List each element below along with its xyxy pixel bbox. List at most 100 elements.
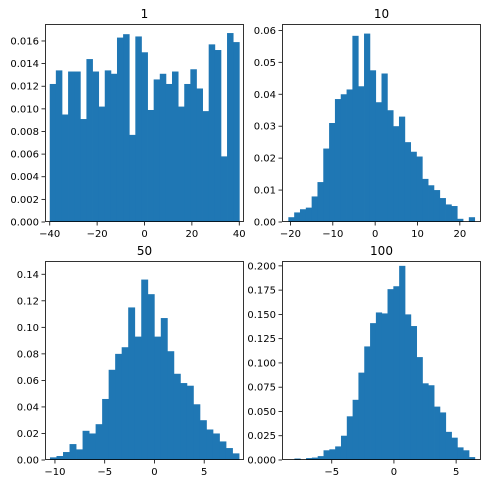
y-tick-label: 0.06: [17, 376, 39, 387]
histogram-bar: [55, 70, 63, 222]
histogram-bar: [399, 265, 406, 460]
histogram-bar: [129, 134, 136, 222]
histogram-bar: [89, 433, 97, 460]
x-tick-label: −20: [87, 229, 108, 240]
y-tick-label: 0.016: [10, 36, 39, 47]
histogram-bar: [147, 109, 155, 222]
x-tick-label: 40: [233, 229, 246, 240]
histogram-bar: [393, 126, 400, 222]
histogram-bar: [196, 88, 203, 222]
histogram-bar: [115, 353, 123, 460]
histogram-bar: [404, 314, 412, 460]
histogram-bar: [141, 52, 148, 222]
x-tick-label: 20: [186, 229, 199, 240]
y-tick-label: 0.00: [17, 456, 39, 467]
histogram-bar: [61, 114, 69, 222]
histogram-bar: [110, 73, 118, 222]
histogram-bar: [329, 123, 336, 222]
histogram-bar: [159, 73, 167, 222]
histogram-bars: [49, 279, 240, 460]
histogram-bar: [306, 458, 313, 460]
histogram-bar: [422, 383, 429, 460]
histogram-bar: [123, 34, 130, 222]
histogram-bar: [457, 447, 464, 460]
histogram-bar: [434, 406, 441, 460]
histogram-bar: [104, 70, 112, 222]
histogram-bar: [352, 35, 359, 222]
panel-50: 0.00 0.02 0.04 0.06 0.08 0.10 0.12 0.14 −10 −5 0 5 5…: [17, 244, 244, 478]
histogram-bar: [186, 385, 194, 460]
histogram-bar: [463, 450, 470, 460]
histogram-bar: [323, 450, 330, 460]
histogram-bar: [305, 207, 313, 222]
panel-100: 0.000 0.025 0.050 0.075 0.100 0.125 0.150 0.175…: [247, 244, 481, 478]
histogram-bar: [232, 453, 240, 460]
histogram-bar: [98, 106, 106, 222]
axes-frame: [45, 261, 244, 460]
histogram-bar: [410, 151, 417, 222]
histogram-bar: [445, 204, 452, 222]
histogram-bar: [102, 398, 110, 460]
histogram-bar: [294, 212, 301, 222]
x-tick-label: 5: [453, 467, 459, 478]
y-tick-label: 0.04: [254, 90, 276, 101]
y-tick-label: 0.012: [10, 82, 39, 93]
histogram-bar: [352, 399, 359, 460]
histogram-bar: [439, 198, 446, 222]
histogram-bar: [416, 156, 423, 222]
histogram-bar: [49, 457, 57, 460]
y-tick-label: 0.02: [17, 429, 39, 440]
y-tick-label: 0.200: [247, 261, 276, 272]
x-tick-label: −5: [97, 467, 112, 478]
y-tick-label: 0.100: [247, 358, 276, 369]
histogram-bar: [457, 218, 464, 222]
histogram-bar: [121, 347, 129, 460]
x-tick-label: −10: [44, 467, 65, 478]
histogram-bar: [317, 456, 324, 460]
histogram-bar: [340, 435, 348, 460]
histogram-bar: [329, 449, 336, 460]
y-tick-label: 0.02: [254, 154, 276, 165]
histogram-bar: [346, 416, 354, 460]
y-tick-label: 0.050: [247, 407, 276, 418]
histogram-bar: [184, 83, 191, 222]
y-tick-label: 0.014: [10, 59, 39, 70]
y-tick-label: 0.04: [17, 402, 39, 413]
x-tick-label: 5: [201, 467, 207, 478]
histogram-bar: [439, 412, 447, 460]
y-tick-label: 0.175: [247, 286, 276, 297]
histogram-bar: [68, 71, 75, 222]
histogram-bar: [154, 336, 162, 460]
histogram-bar: [165, 83, 173, 222]
histogram-bar: [206, 429, 214, 460]
histogram-bar: [364, 33, 371, 222]
histogram-bar: [199, 420, 207, 460]
y-tick-label: 0.000: [10, 218, 39, 229]
y-tick-label: 0.125: [247, 334, 276, 345]
histogram-bars: [294, 265, 476, 460]
histogram-bar: [375, 312, 383, 460]
x-tick-label: 0: [151, 467, 157, 478]
histogram-bar: [311, 457, 319, 460]
panel-title: 10: [374, 7, 389, 21]
histogram-bar: [76, 449, 83, 460]
y-tick-label: 0.006: [10, 150, 39, 161]
histogram-bar: [82, 430, 90, 460]
panel-title: 100: [370, 244, 393, 258]
y-tick-label: 0.06: [254, 26, 276, 37]
histogram-bar: [375, 102, 382, 222]
x-tick-label: 0: [372, 229, 378, 240]
y-tick-label: 0.025: [247, 431, 276, 442]
histogram-bar: [358, 86, 365, 222]
y-tick-label: 0.03: [254, 122, 276, 133]
histogram-bar: [56, 456, 64, 460]
y-tick-label: 0.05: [254, 58, 276, 69]
y-tick-label: 0.008: [10, 127, 39, 138]
histogram-bar: [214, 50, 222, 222]
histogram-bar: [95, 424, 103, 460]
histogram-bar: [202, 111, 210, 222]
histogram-bar: [340, 94, 347, 222]
y-tick-label: 0.14: [17, 270, 39, 281]
histogram-bar: [134, 336, 142, 460]
